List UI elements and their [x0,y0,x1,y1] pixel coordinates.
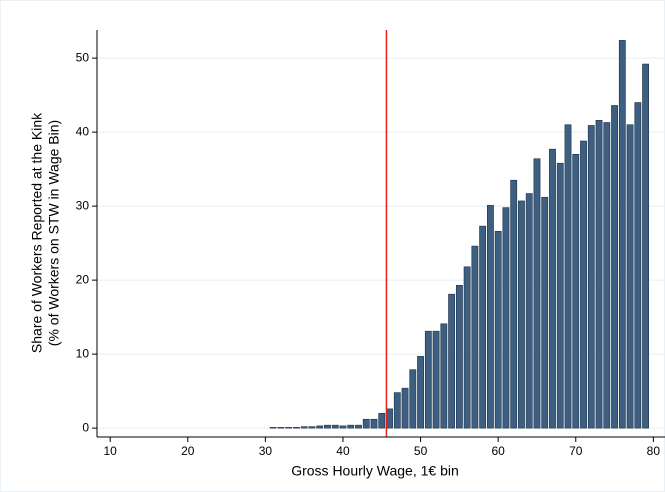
bar [518,200,525,429]
bar [471,245,479,429]
bar [440,323,448,429]
bar [339,425,347,429]
bar [479,225,487,429]
bar [293,427,300,429]
y-axis-label: (% of Workers on STW in Wage Bin) [46,120,62,346]
bar [502,207,510,429]
x-tick-label: 50 [414,444,428,458]
bar [525,193,533,429]
bar [370,418,378,429]
bar [347,424,355,429]
y-tick-label: 10 [76,346,90,360]
x-tick-label: 20 [181,444,195,458]
x-tick-label: 80 [647,444,661,458]
bar [487,205,494,429]
bar [300,426,308,429]
bar [285,427,293,429]
y-tick-label: 50 [76,50,90,64]
y-tick-label: 30 [76,198,90,212]
bar [401,387,409,429]
bar [277,427,285,429]
bar [642,63,650,429]
bar [564,124,572,429]
bar [580,140,587,429]
x-tick-label: 10 [104,444,118,458]
bar [378,413,386,429]
x-tick-label: 70 [569,444,583,458]
y-tick-label: 0 [82,420,89,434]
bar [393,392,401,429]
bar [409,369,417,429]
bar [611,105,618,429]
x-tick-label: 30 [259,444,273,458]
bar [463,266,471,429]
bar [417,356,424,429]
bar [424,330,432,429]
bar [533,158,541,429]
y-tick-label: 40 [76,124,90,138]
bar [634,102,642,429]
x-axis-label: Gross Hourly Wage, 1€ bin [291,463,459,479]
bar [362,418,370,429]
bar [603,122,611,429]
bar [626,124,634,429]
bar [595,119,603,429]
bar [269,427,277,429]
x-tick-label: 40 [336,444,350,458]
bar [432,330,440,429]
bar [556,162,564,429]
bar [510,179,518,429]
bar [549,148,556,429]
y-axis-label: Share of Workers Reported at the Kink [29,112,45,353]
bar [541,196,549,429]
bar [455,284,463,429]
bar [494,230,502,429]
y-tick-label: 20 [76,272,90,286]
bar [331,424,339,429]
bar [308,426,316,429]
bar [386,408,393,429]
bar [355,424,362,429]
bar [316,425,324,429]
bar [572,154,580,429]
bar [324,424,331,429]
x-tick-label: 60 [491,444,505,458]
bar [618,40,626,429]
bar [448,293,456,429]
bar [587,125,595,429]
